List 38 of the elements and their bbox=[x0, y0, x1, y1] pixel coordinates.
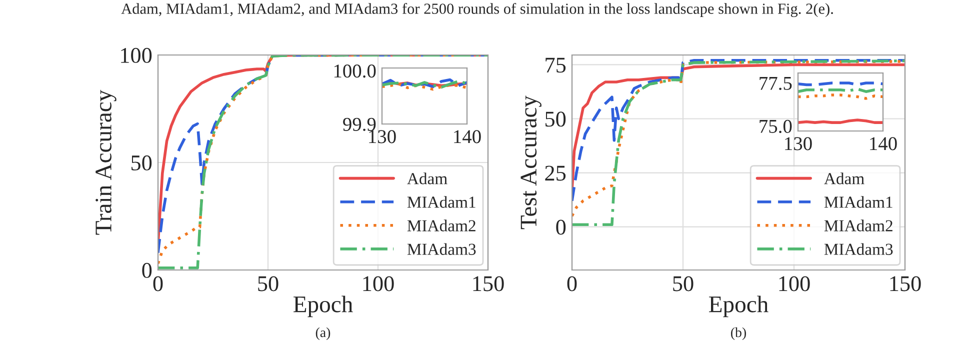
y-tick-label: 75.0 bbox=[760, 120, 792, 134]
y-tick-label: 0 bbox=[556, 220, 566, 235]
legend-label: MIAdam1 bbox=[407, 196, 476, 208]
legend-label: MIAdam3 bbox=[824, 243, 893, 255]
x-tick-label: 0 bbox=[567, 276, 577, 292]
x-tick-label: 100 bbox=[779, 276, 810, 292]
text: (a) bbox=[316, 327, 330, 340]
legend-label: MIAdam1 bbox=[824, 196, 892, 208]
text: (b) bbox=[731, 327, 746, 340]
y-tick-label: 100.0 bbox=[334, 64, 376, 78]
y-tick-label: 77.5 bbox=[760, 76, 792, 90]
x-axis-title: Epoch bbox=[709, 296, 768, 318]
legend-label: Adam bbox=[407, 172, 448, 184]
x-tick-label: 150 bbox=[473, 276, 504, 292]
y-tick-label: 75 bbox=[546, 58, 566, 73]
legend-label: MIAdam2 bbox=[824, 220, 892, 232]
legend-label: Adam bbox=[824, 172, 864, 184]
x-tick-label: 140 bbox=[870, 137, 897, 150]
legend-label: MIAdam2 bbox=[407, 220, 476, 232]
x-tick-label: 130 bbox=[785, 137, 812, 150]
y-axis-title: Test Accuracy bbox=[520, 96, 542, 230]
x-tick-label: 130 bbox=[369, 130, 396, 144]
x-axis-title: Epoch bbox=[294, 296, 353, 318]
x-tick-label: 140 bbox=[454, 130, 481, 144]
y-axis-title: Train Accuracy bbox=[96, 90, 116, 235]
x-tick-label: 0 bbox=[153, 276, 163, 292]
y-tick-label: 0 bbox=[142, 262, 152, 278]
legend-label: MIAdam3 bbox=[407, 243, 476, 255]
y-tick-label: 100 bbox=[121, 48, 152, 63]
x-tick-label: 100 bbox=[363, 276, 394, 292]
y-tick-label: 25 bbox=[545, 166, 566, 181]
x-tick-label: 50 bbox=[258, 276, 278, 292]
x-tick-label: 50 bbox=[673, 276, 694, 292]
y-tick-label: 99.9 bbox=[343, 118, 376, 132]
y-tick-label: 50 bbox=[546, 112, 566, 127]
x-tick-label: 150 bbox=[890, 276, 921, 292]
y-tick-label: 50 bbox=[132, 155, 152, 170]
text: Adam, MIAdam1, MIAdam2, and MIAdam3 for 2500 rounds of simulation in the loss landscape shown in Fig. 2(e). bbox=[121, 3, 833, 18]
